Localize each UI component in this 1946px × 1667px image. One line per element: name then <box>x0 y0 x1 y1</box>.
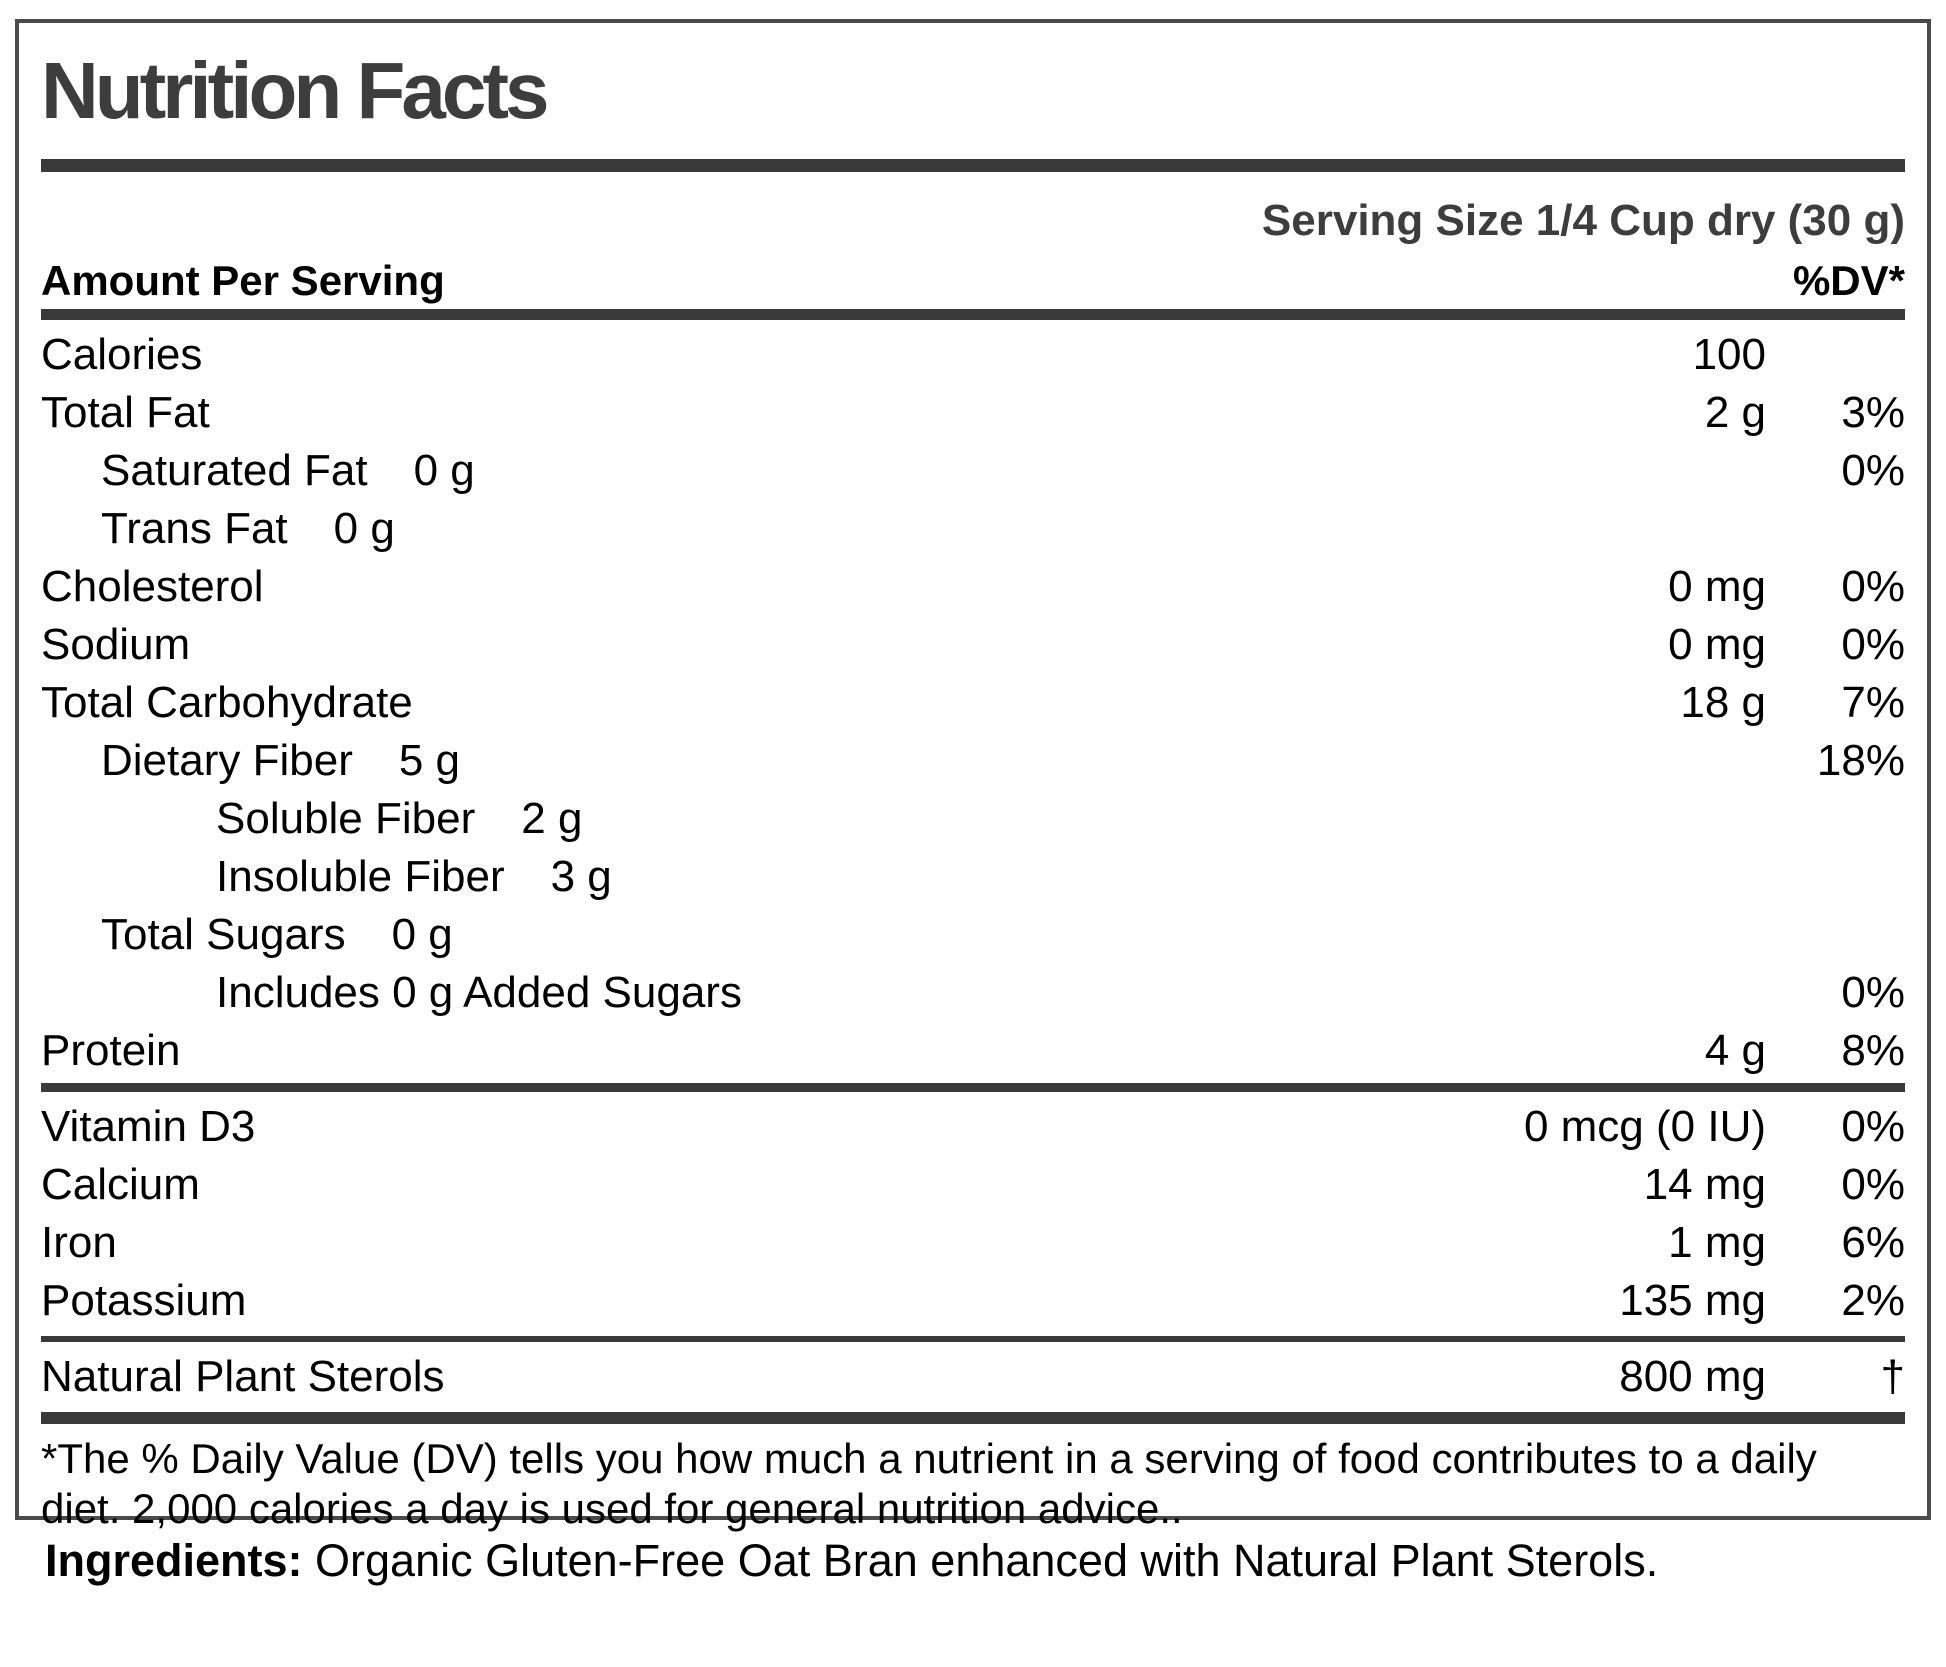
nutrient-amount: 4 g <box>1704 1026 1766 1075</box>
ingredients-label: Ingredients: <box>45 1535 303 1586</box>
nutrient-dv: 0% <box>1841 562 1905 611</box>
nutrient-amount: 100 <box>1692 330 1766 379</box>
nutrient-dv: 0% <box>1841 1102 1905 1151</box>
nutrient-name: Trans Fat <box>101 504 288 553</box>
daily-value-footnote: *The % Daily Value (DV) tells you how mu… <box>41 1434 1905 1533</box>
nutrient-name: Dietary Fiber <box>101 736 353 785</box>
nutrient-row: Calories 100 <box>41 326 1905 384</box>
nutrient-inline-amount: 2 g <box>521 794 583 843</box>
nutrient-dv: † <box>1880 1352 1905 1401</box>
dv-column-header: %DV* <box>1792 257 1905 304</box>
nutrient-inline-amount: 3 g <box>550 852 612 901</box>
nutrient-row: Total Fat 2 g 3% <box>41 384 1905 442</box>
footnote-line-1: *The % Daily Value (DV) tells you how mu… <box>41 1435 1817 1482</box>
nutrient-rows-sterols: Natural Plant Sterols 800 mg † <box>41 1348 1905 1406</box>
nutrient-dv: 6% <box>1841 1218 1905 1267</box>
nutrient-amount: 14 mg <box>1643 1160 1766 1209</box>
nutrient-name: Natural Plant Sterols <box>41 1352 445 1401</box>
nutrient-amount: 2 g <box>1704 388 1766 437</box>
serving-size: Serving Size 1/4 Cup dry (30 g) <box>1261 196 1905 245</box>
nutrient-amount: 0 mg <box>1668 562 1766 611</box>
divider-bar-sterols <box>41 1412 1905 1424</box>
nutrient-row: Vitamin D3 0 mcg (0 IU) 0% <box>41 1098 1905 1156</box>
nutrient-dv: 8% <box>1841 1026 1905 1075</box>
nutrient-amount: 800 mg <box>1619 1352 1766 1401</box>
nutrient-amount: 18 g <box>1680 678 1766 727</box>
nutrient-dv: 0% <box>1841 620 1905 669</box>
nutrient-name: Iron <box>41 1218 117 1267</box>
nutrient-row: Sodium 0 mg 0% <box>41 616 1905 674</box>
nutrient-dv: 7% <box>1841 678 1905 727</box>
nutrient-amount: 1 mg <box>1668 1218 1766 1267</box>
nutrient-name: Potassium <box>41 1276 247 1325</box>
nutrient-inline-amount: 0 g <box>333 504 395 553</box>
nutrient-row: Insoluble Fiber 3 g <box>41 848 1905 906</box>
nutrient-amount: 0 mg <box>1668 620 1766 669</box>
nutrient-name: Cholesterol <box>41 562 264 611</box>
nutrient-amount: 0 mcg (0 IU) <box>1523 1102 1766 1151</box>
column-header-row: Amount Per Serving %DV* <box>41 260 1905 302</box>
nutrient-dv: 18% <box>1816 736 1905 785</box>
nutrient-name: Soluble Fiber <box>216 794 476 843</box>
nutrient-name: Protein <box>41 1026 181 1075</box>
nutrient-inline-amount: 0 g <box>391 910 453 959</box>
nutrient-dv: 3% <box>1841 388 1905 437</box>
nutrient-dv: 0% <box>1841 1160 1905 1209</box>
nutrient-row: Cholesterol 0 mg 0% <box>41 558 1905 616</box>
amount-per-serving-label: Amount Per Serving <box>41 257 445 304</box>
nutrient-name: Insoluble Fiber <box>216 852 505 901</box>
nutrient-row: Soluble Fiber 2 g <box>41 790 1905 848</box>
nutrient-dv: 2% <box>1841 1276 1905 1325</box>
nutrient-name: Vitamin D3 <box>41 1102 256 1151</box>
nutrient-name: Total Carbohydrate <box>41 678 413 727</box>
divider-line-potassium <box>41 1336 1905 1342</box>
nutrition-facts-panel: Nutrition Facts Serving Size 1/4 Cup dry… <box>15 19 1931 1532</box>
ingredients-text: Organic Gluten-Free Oat Bran enhanced wi… <box>302 1535 1659 1586</box>
nutrient-rows-main: Calories 100 Total Fat 2 g 3% Saturated Fat 0 … <box>41 326 1905 1080</box>
nutrient-name: Saturated Fat <box>101 446 368 495</box>
nutrient-row: Total Sugars 0 g <box>41 906 1905 964</box>
nutrient-row: Trans Fat 0 g <box>41 500 1905 558</box>
nutrient-dv: 0% <box>1841 446 1905 495</box>
nutrient-inline-amount: 5 g <box>398 736 461 785</box>
nutrient-row: Total Carbohydrate 18 g 7% <box>41 674 1905 732</box>
nutrient-name: Includes 0 g Added Sugars <box>216 968 742 1017</box>
nutrient-row: Dietary Fiber 5 g 18% <box>41 732 1905 790</box>
nutrient-row: Natural Plant Sterols 800 mg † <box>41 1348 1905 1406</box>
nutrient-name: Total Sugars <box>101 910 346 959</box>
nutrient-inline-amount: 0 g <box>413 446 475 495</box>
divider-bar-header <box>41 309 1905 320</box>
nutrient-row: Calcium 14 mg 0% <box>41 1156 1905 1214</box>
nutrient-row: Potassium 135 mg 2% <box>41 1272 1905 1330</box>
nutrient-row: Protein 4 g 8% <box>41 1022 1905 1080</box>
nutrient-name: Total Fat <box>41 388 210 437</box>
nutrient-amount: 135 mg <box>1619 1276 1766 1325</box>
footnote-line-2: diet. 2,000 calories a day is used for g… <box>41 1484 1183 1532</box>
nutrient-name: Sodium <box>41 620 191 669</box>
nutrient-row: Iron 1 mg 6% <box>41 1214 1905 1272</box>
nutrient-row: Saturated Fat 0 g 0% <box>41 442 1905 500</box>
nutrient-row: Includes 0 g Added Sugars 0% <box>41 964 1905 1022</box>
panel-title: Nutrition Facts <box>41 46 549 135</box>
divider-bar-title <box>41 159 1905 172</box>
nutrient-rows-vitamins: Vitamin D3 0 mcg (0 IU) 0% Calcium 14 mg 0% Ir… <box>41 1098 1905 1330</box>
nutrient-name: Calories <box>41 330 203 379</box>
ingredients-line: Ingredients: Organic Gluten-Free Oat Bra… <box>45 1538 1905 1583</box>
nutrient-dv: 0% <box>1841 968 1905 1017</box>
nutrient-name: Calcium <box>41 1160 200 1209</box>
divider-bar-protein <box>41 1083 1905 1092</box>
